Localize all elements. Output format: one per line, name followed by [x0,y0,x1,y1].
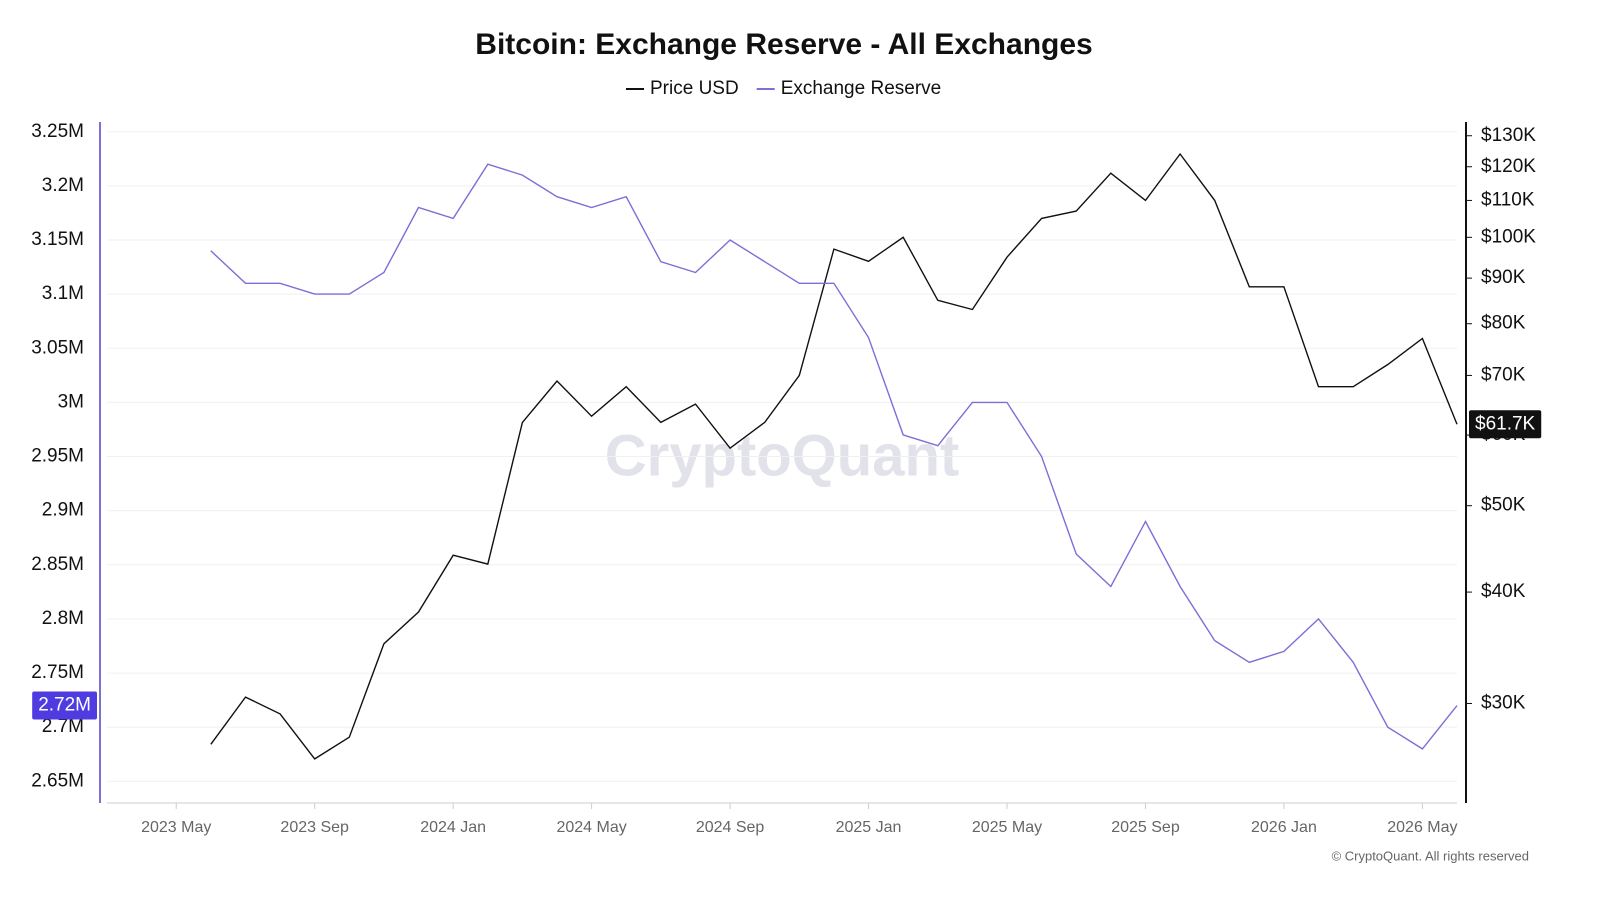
y2-tick-label: $130K [1481,125,1536,146]
x-tick-label: 2025 Jan [836,819,902,836]
y-tick-label: 2.65M [31,770,84,791]
badge-bg [1469,410,1542,439]
x-tick-label: 2025 Sep [1111,819,1180,836]
y2-tick-label: $30K [1481,692,1526,713]
y2-tick-label: $120K [1481,156,1536,177]
y-tick-label: 2.75M [31,662,84,683]
y2-tick-label: $50K [1481,495,1526,516]
legend-label: Exchange Reserve [781,78,942,99]
y-tick-label: 2.85M [31,554,84,575]
badge-bg [32,691,97,720]
y-tick-label: 3.25M [31,121,84,142]
x-tick-label: 2026 May [1387,819,1457,836]
y2-tick-label: $90K [1481,267,1526,288]
y-tick-label: 3.2M [42,175,84,196]
x-tick-label: 2024 Jan [420,819,486,836]
legend-label: Price USD [650,78,739,99]
y-tick-label: 2.95M [31,446,84,467]
series-line [210,163,1458,750]
y2-tick-label: $80K [1481,313,1526,334]
y-tick-label: 3.15M [31,229,84,250]
legend: Price USD Exchange Reserve [626,78,941,99]
y2-tick-label: $40K [1481,581,1526,602]
y-tick-label: 3M [58,391,84,412]
last-value-badge: $61.7K [1469,410,1542,439]
last-value-badge: 2.72M [32,691,97,720]
y-tick-label: 2.8M [42,608,84,629]
x-tick-label: 2025 May [972,819,1042,836]
series-line [210,152,1458,760]
y-tick-label: 3.05M [31,337,84,358]
x-tick-label: 2023 Sep [280,819,349,836]
y2-tick-label: $110K [1481,189,1535,210]
x-tick-label: 2024 Sep [696,819,765,836]
y2-tick-label: $70K [1481,364,1526,385]
chart-title: Bitcoin: Exchange Reserve - All Exchange… [475,28,1092,61]
y-tick-label: 2.9M [42,500,84,521]
x-tick-label: 2023 May [141,819,211,836]
x-tick-label: 2024 May [556,819,626,836]
y-tick-label: 2.7M [42,716,84,737]
y2-tick-label: $100K [1481,226,1536,247]
badge-label: $61.7K [1475,413,1536,434]
credit: © CryptoQuant. All rights reserved [1332,848,1529,863]
x-tick-label: 2026 Jan [1251,819,1317,836]
watermark: CryptoQuant [605,423,959,488]
badge-label: 2.72M [38,695,91,716]
y-tick-label: 3.1M [42,283,84,304]
